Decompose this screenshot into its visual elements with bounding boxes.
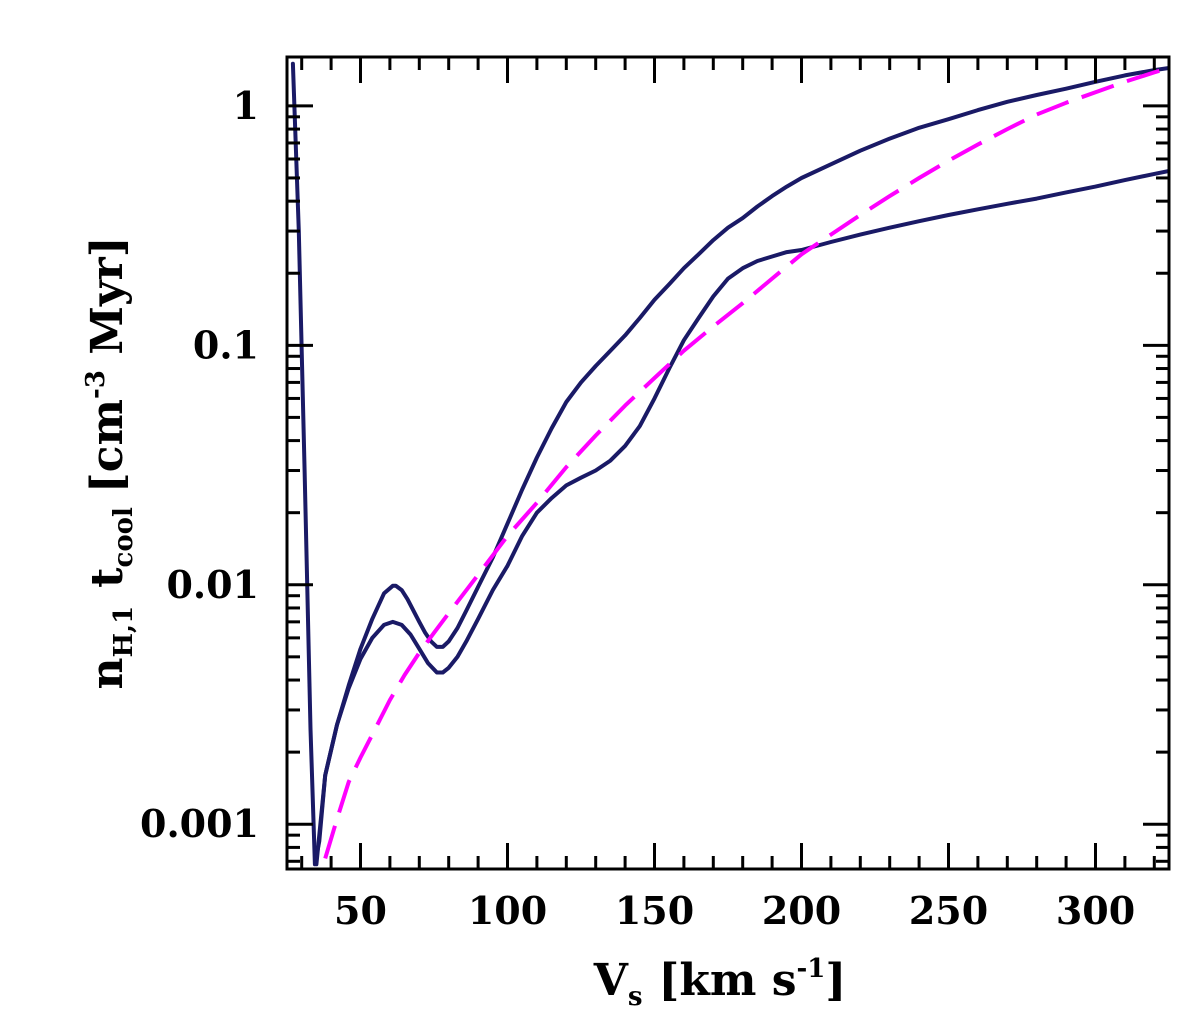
series-layer [290, 61, 1169, 867]
series-line-3 [323, 66, 1169, 859]
x-tick-label: 250 [909, 888, 988, 933]
plot-frame [285, 55, 1171, 871]
x-tick-label: 50 [334, 888, 387, 933]
x-tick-label: 200 [762, 888, 841, 933]
ticks-layer [287, 57, 1169, 869]
tick-labels-layer: 50 100 150 200 250 300 0.001 0.01 0.1 1 [140, 83, 1135, 933]
x-axis-label: Vs [km s-1] [593, 954, 846, 1010]
y-tick-label: 0.1 [193, 322, 259, 367]
y-tick-label: 1 [233, 83, 259, 128]
y-axis-label: nH,1tcool[cm-3 Myr] [81, 236, 139, 689]
series-line-2 [314, 168, 1169, 867]
x-tick-label: 150 [615, 888, 694, 933]
x-tick-label: 100 [468, 888, 547, 933]
series-line-1 [290, 61, 1169, 867]
x-tick-label: 300 [1056, 888, 1135, 933]
y-tick-label: 0.001 [140, 801, 259, 846]
y-tick-label: 0.01 [166, 562, 259, 607]
